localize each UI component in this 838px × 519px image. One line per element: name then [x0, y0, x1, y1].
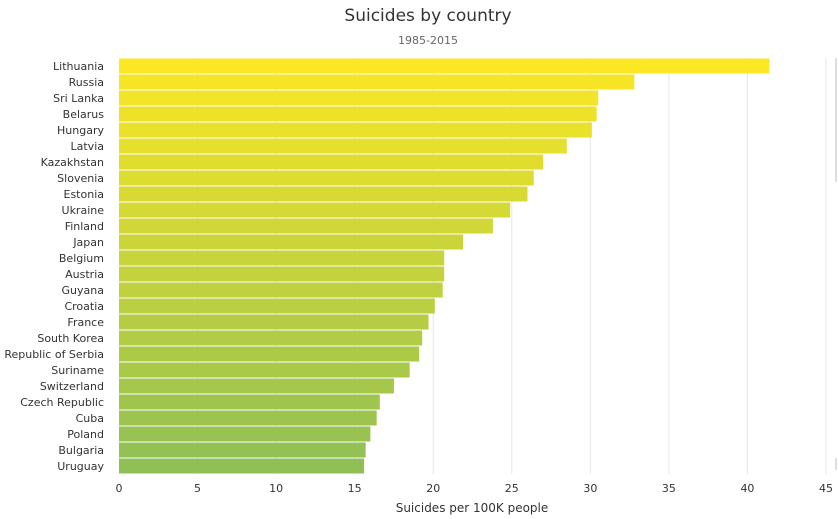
category-label: France — [67, 316, 104, 329]
bar-austria[interactable] — [119, 266, 445, 282]
category-label: Croatia — [64, 300, 104, 313]
bar-finland[interactable] — [119, 218, 493, 234]
x-tick-label: 40 — [740, 482, 754, 495]
x-tick-label: 30 — [583, 482, 597, 495]
bar-france[interactable] — [119, 314, 429, 330]
category-label: Japan — [72, 236, 104, 249]
category-label: Republic of Serbia — [4, 348, 104, 361]
category-label: Kazakhstan — [41, 156, 104, 169]
bars — [119, 58, 770, 474]
chart-title: Suicides by country — [344, 6, 511, 26]
category-label: South Korea — [37, 332, 104, 345]
category-label: Switzerland — [40, 380, 104, 393]
category-label: Bulgaria — [58, 444, 104, 457]
bar-kazakhstan[interactable] — [119, 154, 544, 170]
category-label: Lithuania — [53, 60, 104, 73]
bar-switzerland[interactable] — [119, 378, 394, 394]
bar-ukraine[interactable] — [119, 202, 511, 218]
bar-japan[interactable] — [119, 234, 464, 250]
bar-sri-lanka[interactable] — [119, 90, 599, 106]
bar-poland[interactable] — [119, 426, 371, 442]
category-label: Belarus — [63, 108, 105, 121]
category-label: Estonia — [64, 188, 105, 201]
bar-lithuania[interactable] — [119, 58, 770, 74]
category-label: Guyana — [62, 284, 104, 297]
x-tick-label: 5 — [194, 482, 201, 495]
category-label: Uruguay — [57, 460, 104, 473]
x-axis-ticks: 0 5 10 15 20 25 30 35 40 45 — [116, 482, 834, 495]
bar-czech-republic[interactable] — [119, 394, 380, 410]
category-label: Suriname — [51, 364, 104, 377]
bar-croatia[interactable] — [119, 298, 435, 314]
chart-subtitle: 1985-2015 — [398, 34, 458, 47]
category-label: Cuba — [76, 412, 104, 425]
bar-russia[interactable] — [119, 74, 635, 90]
x-axis-title: Suicides per 100K people — [396, 501, 549, 515]
category-label: Belgium — [59, 252, 104, 265]
x-tick-label: 45 — [819, 482, 833, 495]
bar-belgium[interactable] — [119, 250, 445, 266]
category-label: Hungary — [57, 124, 104, 137]
x-tick-label: 0 — [116, 482, 123, 495]
bar-belarus[interactable] — [119, 106, 597, 122]
x-tick-label: 25 — [505, 482, 519, 495]
category-label: Austria — [65, 268, 104, 281]
bar-latvia[interactable] — [119, 138, 567, 154]
x-tick-label: 20 — [426, 482, 440, 495]
category-label: Latvia — [71, 140, 105, 153]
category-label: Slovenia — [57, 172, 104, 185]
category-label: Russia — [69, 76, 104, 89]
category-label: Sri Lanka — [53, 92, 104, 105]
bar-uruguay[interactable] — [119, 458, 365, 474]
category-label: Ukraine — [62, 204, 105, 217]
bar-south-korea[interactable] — [119, 330, 423, 346]
x-tick-label: 15 — [348, 482, 362, 495]
bar-hungary[interactable] — [119, 122, 592, 138]
x-tick-label: 10 — [269, 482, 283, 495]
bar-guyana[interactable] — [119, 282, 443, 298]
bar-slovenia[interactable] — [119, 170, 534, 186]
bar-bulgaria[interactable] — [119, 442, 366, 458]
bar-cuba[interactable] — [119, 410, 377, 426]
category-label: Finland — [65, 220, 104, 233]
x-tick-label: 35 — [662, 482, 676, 495]
bar-suriname[interactable] — [119, 362, 410, 378]
bar-estonia[interactable] — [119, 186, 528, 202]
bar-republic-of-serbia[interactable] — [119, 346, 420, 362]
category-label: Czech Republic — [20, 396, 104, 409]
category-label: Poland — [67, 428, 104, 441]
category-labels: Lithuania Russia Sri Lanka Belarus Hungary La… — [4, 60, 104, 473]
